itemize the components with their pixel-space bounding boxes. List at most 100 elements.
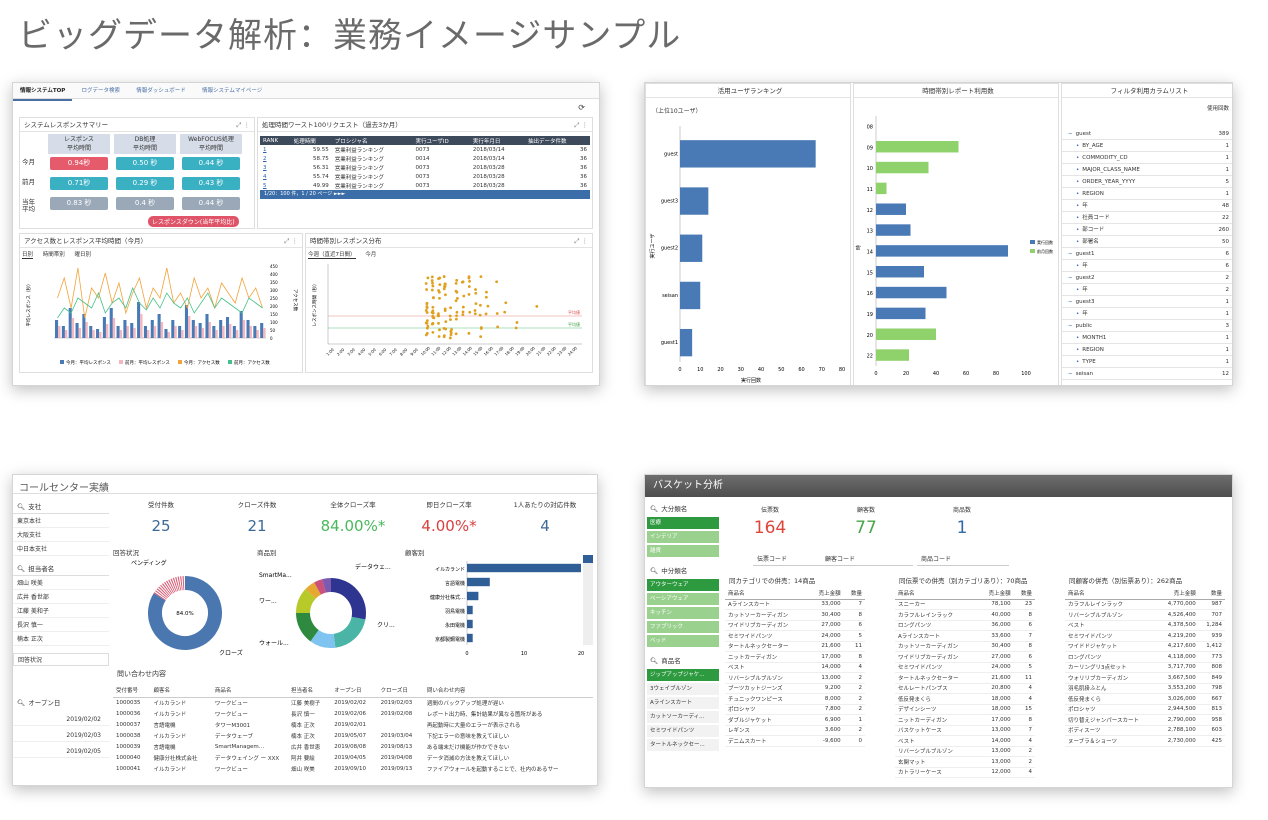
table-row[interactable]: 1000041 イルカランド ワークビュー 畑山 咲美 2019/09/10 2019/0… (113, 763, 593, 774)
filter-item[interactable]: 江藤 美和子 (13, 605, 109, 618)
filter-item[interactable]: 大阪支社 (13, 529, 109, 542)
column-header[interactable]: 処理時間 (290, 136, 332, 145)
table-row[interactable]: ニットカーディガン 17,000 8 (725, 651, 865, 663)
table-row[interactable]: 1 59.55 営業利益ランキング 0073 2018/03/14 36 (260, 145, 590, 154)
table-row[interactable]: デニムスカート -9,600 0 (725, 735, 865, 747)
table-row[interactable]: Aラインスカート 33,600 7 (895, 630, 1035, 642)
table-row[interactable]: ベスト 14,000 4 (725, 662, 865, 673)
list-item[interactable]: • 年 6 (1062, 260, 1232, 272)
table-row[interactable]: 1000035 イルカランド ワークビュー 江藤 美樹子 2019/02/02 2019/… (113, 697, 593, 708)
table-row[interactable]: 1000040 健康分社株式会社 データウェイング ー XXX 阿井 要絵 2019/0… (113, 752, 593, 763)
column-header[interactable]: 抽出データ件数 (524, 136, 590, 145)
table-row[interactable]: カーリングリ3点セット 3,717,700 808 (1065, 662, 1225, 673)
filter-header[interactable]: 🔍︎ 大分類名 (647, 503, 719, 516)
list-item[interactable]: • REGION 1 (1062, 344, 1232, 356)
column-header[interactable]: 受付番号 (113, 683, 151, 698)
date-item[interactable]: 2019/02/05 (13, 745, 109, 758)
date-item[interactable]: 2019/02/03 (13, 729, 109, 742)
table-row[interactable]: カットソーカーディガン 30,400 8 (725, 609, 865, 621)
table-row[interactable]: ワイドリブカーディガン 27,000 6 (895, 651, 1035, 663)
list-item[interactable]: • 部コード 260 (1062, 224, 1232, 236)
table-row[interactable]: ワイドドジャケット 4,217,600 1,412 (1065, 641, 1225, 652)
list-item[interactable]: • 年 48 (1062, 200, 1232, 212)
list-item[interactable]: − guest1 6 (1062, 248, 1232, 260)
list-item[interactable]: − public 3 (1062, 320, 1232, 332)
filter-item[interactable]: 畑山 咲美 (13, 577, 109, 590)
column-header[interactable]: 顧客名 (150, 683, 212, 698)
list-item[interactable]: • BY_AGE 1 (1062, 140, 1232, 152)
column-header[interactable]: 商品名 (1065, 587, 1158, 600)
list-item[interactable]: − guest2 2 (1062, 272, 1232, 284)
table-row[interactable]: ヌーブラ＆ショーツ 2,730,000 425 (1065, 735, 1225, 747)
filter-item[interactable]: アウターウェア (647, 579, 719, 592)
filter-header[interactable]: 🔍︎ 支社 (13, 501, 109, 514)
table-row[interactable]: カラフルレインラック 40,000 8 (895, 609, 1035, 621)
table-row[interactable]: 4 55.74 営業利益ランキング 0073 2018/03/28 36 (260, 172, 590, 181)
subtab-weekday[interactable]: 曜日別 (74, 252, 92, 258)
table-row[interactable]: 切り替えジャンパースカート 2,790,000 958 (1065, 714, 1225, 726)
table-cell[interactable]: 4 (263, 173, 267, 180)
filter-item[interactable]: 医療 (647, 517, 719, 530)
list-item[interactable]: • COMMODITY_CD 1 (1062, 152, 1232, 164)
filter-header[interactable]: 🔍︎ 中分類名 (647, 565, 719, 578)
table-row[interactable]: ポロシャツ 2,944,500 813 (1065, 704, 1225, 715)
customer-code-field[interactable]: 顧客コード (821, 553, 913, 566)
table-row[interactable]: ブーツカットジーンズ 9,200 2 (725, 683, 865, 694)
column-header[interactable]: 実行ユーザID (412, 136, 470, 145)
tab-dashboard[interactable]: 情報ダッシュボード (136, 88, 186, 94)
column-header[interactable]: 実行年月日 (469, 136, 525, 145)
filter-item[interactable]: Aラインスカート (647, 697, 719, 710)
list-item[interactable]: • 社員コード 22 (1062, 212, 1232, 224)
table-row[interactable]: ボディスーツ 2,788,100 603 (1065, 725, 1225, 736)
column-header[interactable]: 商品名 (895, 587, 979, 600)
table-row[interactable]: ポロシャツ 7,800 2 (725, 704, 865, 715)
filter-item[interactable]: ベーシアウェア (647, 593, 719, 606)
table-row[interactable]: セルレートパンプス 20,800 4 (895, 683, 1035, 694)
subtab-hourly[interactable]: 時間帯別 (42, 252, 65, 258)
table-row[interactable]: ロングパンツ 36,000 6 (895, 620, 1035, 631)
column-header[interactable]: 数量 (1198, 587, 1225, 600)
list-item[interactable]: • MAJOR_CLASS_NAME 1 (1062, 164, 1232, 176)
table-row[interactable]: セミワイドパンツ 24,000 5 (725, 630, 865, 642)
filter-item[interactable]: カットソーカーディ... (647, 711, 719, 724)
column-header[interactable]: 商品名 (211, 683, 289, 698)
list-item[interactable]: − guest 389 (1062, 128, 1232, 140)
expand-icon[interactable]: ⤢ ⋮ (236, 121, 250, 129)
slip-code-field[interactable]: 伝票コード (753, 553, 845, 566)
subtab-week[interactable]: 今週（直近7日間） (308, 252, 356, 259)
table-row[interactable]: チュニックワンピース 8,000 2 (725, 693, 865, 705)
table-row[interactable]: セミワイドパンツ 4,219,200 939 (1065, 630, 1225, 642)
filter-item[interactable]: 3ウェイブルゾン (647, 683, 719, 696)
list-item[interactable]: • 年 1 (1062, 308, 1232, 320)
table-row[interactable]: カラフルレインラック 4,770,000 987 (1065, 599, 1225, 610)
list-item[interactable]: • ORDER_YEAR_YYYY 5 (1062, 176, 1232, 188)
subtab-daily[interactable]: 日別 (22, 252, 34, 259)
table-row[interactable]: 2 58.75 営業利益ランキング 0014 2018/03/14 36 (260, 154, 590, 163)
table-cell[interactable]: 2 (263, 155, 267, 162)
column-header[interactable]: 商品名 (725, 587, 809, 600)
list-item[interactable]: • 年 2 (1062, 284, 1232, 296)
table-row[interactable]: 5 49.99 営業利益ランキング 0073 2018/03/28 36 (260, 181, 590, 190)
pager[interactable]: 1/20：100 件，1 / 20 ページ ►►► (260, 190, 590, 199)
status-filter[interactable]: 回答状況 (13, 653, 109, 666)
open-date-header[interactable]: 🔍︎ オープン日 (13, 697, 109, 710)
table-row[interactable]: ロングパンツ 4,118,000 773 (1065, 651, 1225, 663)
column-header[interactable]: 問い合わせ内容 (423, 683, 593, 698)
filter-item[interactable]: ベッド (647, 635, 719, 648)
table-row[interactable]: ワイドリブカーディガン 27,000 6 (725, 620, 865, 631)
table-row[interactable]: タートルネックセーター 21,600 11 (725, 641, 865, 652)
filter-item[interactable]: 雑貨 (647, 545, 719, 558)
column-header[interactable]: 担当者名 (288, 683, 332, 698)
table-row[interactable]: 1000038 イルカランド データウェーブ 楠本 正次 2019/05/07 2019/… (113, 730, 593, 741)
filter-item[interactable]: セミワイドパンツ (647, 725, 719, 738)
filter-header[interactable]: 🔍︎ 担当者名 (13, 563, 109, 576)
table-row[interactable]: ウォリリブカーディガン 3,667,500 849 (1065, 672, 1225, 684)
filter-item[interactable]: 長沢 慎一 (13, 619, 109, 632)
table-row[interactable]: リバーシブルブルゾン 4,526,400 707 (1065, 609, 1225, 621)
table-row[interactable]: タートルネックセーター 21,600 11 (895, 672, 1035, 684)
column-header[interactable]: オープン日 (331, 683, 378, 698)
table-row[interactable]: 1000036 イルカランド ワークビュー 長沢 慎一 2019/02/06 2019/0… (113, 708, 593, 719)
column-header[interactable]: RANK (260, 136, 291, 145)
table-row[interactable]: バスケットケース 13,000 7 (895, 725, 1035, 736)
list-item[interactable]: − seisan 12 (1062, 368, 1232, 380)
